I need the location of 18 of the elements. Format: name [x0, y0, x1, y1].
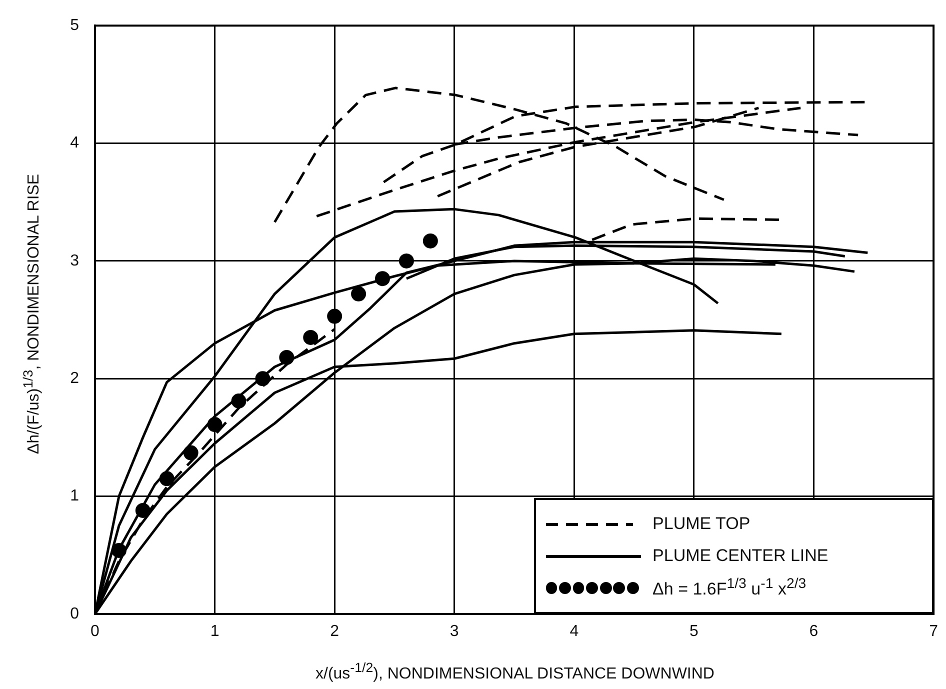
x-tick-label: 6	[809, 623, 818, 640]
legend-label: Δh = 1.6F$^{1/3}$ u$^{-1}$ x$^{2/3}$	[652, 576, 806, 600]
y-tick-label: 2	[70, 370, 80, 388]
y-tick-label: 5	[70, 17, 80, 34]
y-tick-label: 0	[70, 605, 80, 622]
x-tick-label: 0	[90, 623, 100, 640]
x-axis-title: x/(us$^{-1/2}$), NONDIMENSIONAL DISTANCE DOWNWIND	[316, 660, 714, 684]
x-tick-label: 7	[929, 623, 938, 640]
y-tick-label: 3	[70, 252, 80, 270]
x-tick-label: 5	[690, 623, 699, 640]
x-tick-label: 3	[450, 623, 459, 640]
legend-label: PLUME CENTER LINE	[652, 546, 828, 566]
y-tick-label: 1	[70, 488, 80, 505]
y-tick-label: 4	[70, 134, 80, 152]
legend-label: PLUME TOP	[652, 514, 750, 534]
x-tick-label: 1	[210, 623, 220, 640]
x-tick-label: 2	[330, 623, 340, 640]
x-tick-label: 4	[570, 623, 579, 640]
